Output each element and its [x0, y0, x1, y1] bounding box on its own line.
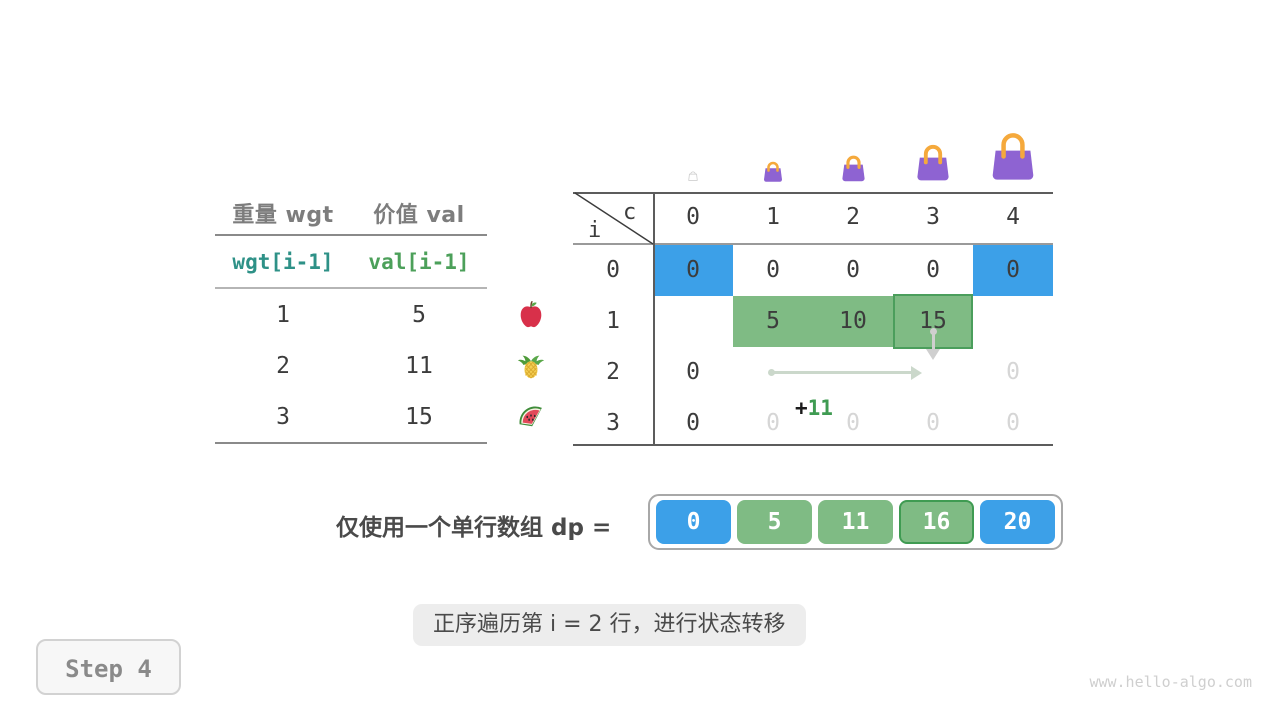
corner-label-c: c	[623, 200, 637, 225]
item-table-rule-bottom	[215, 442, 487, 444]
dp-row-label-1: 1	[606, 308, 620, 334]
dp-col-header-2: 2	[846, 204, 860, 230]
dp-table-rule-bottom	[573, 444, 1053, 446]
handbag-icon-cap-1	[733, 154, 813, 188]
item-wgt-3: 3	[276, 403, 290, 430]
item-table-header-row: 重量 wgt 价值 val	[215, 192, 487, 234]
dp-col-header-0: 0	[686, 204, 700, 230]
dp-row-label-2: 2	[606, 359, 620, 385]
dp-table-vertical-divider	[653, 192, 655, 444]
dp-cell-r3c1: 0	[766, 410, 780, 436]
item-table-subheader-row: wgt[i-1] val[i-1]	[215, 236, 487, 287]
transition-delta-label: +11	[795, 396, 833, 420]
dp-array-container: 0 5 11 16 20	[648, 494, 1063, 550]
item-table-subheader-wgt: wgt[i-1]	[232, 249, 334, 274]
dp-array-cell-0[interactable]: 0	[656, 500, 731, 544]
dp-array-cell-3[interactable]: 16	[899, 500, 974, 544]
corner-label-i: i	[588, 218, 602, 243]
watermark: www.hello-algo.com	[1089, 673, 1252, 691]
dp-cell-r3c3: 0	[926, 410, 940, 436]
corner-diagonal-line	[574, 192, 654, 245]
arrow-right-tail-dot	[768, 369, 775, 376]
item-table-rule-top	[215, 234, 487, 236]
item-weight-value-table: 重量 wgt 价值 val wgt[i-1] val[i-1] 1 5 2 11…	[215, 192, 487, 444]
handbag-icon-cap-0	[653, 166, 733, 188]
highlight-blue-cell-r1c0	[653, 245, 733, 296]
item-table-header-val: 价值 val	[373, 203, 465, 228]
arrow-down-tail-dot	[930, 328, 937, 335]
item-wgt-2: 2	[276, 352, 290, 379]
apple-icon	[508, 294, 554, 345]
dp-cell-r1c0: 0	[686, 308, 700, 334]
dp-row-label-3: 3	[606, 410, 620, 436]
dp-cell-r0c1: 0	[766, 257, 780, 283]
watermelon-icon	[508, 396, 554, 447]
dp-array-cell-4[interactable]: 20	[980, 500, 1055, 544]
dp-table-rule-header	[573, 243, 1053, 245]
dp-table-rule-top	[573, 192, 1053, 194]
highlight-blue-cell-r1c4	[973, 245, 1053, 296]
dp-matrix-table: c i 0 1 2 3 4 0 1 2 3 0 0 0 0 0 0 5 10 1…	[573, 192, 1053, 446]
item-table-header-wgt: 重量 wgt	[232, 203, 334, 228]
dp-cell-r3c2: 0	[846, 410, 860, 436]
dp-cell-r2c4: 0	[1006, 359, 1020, 385]
bag-capacity-icons	[653, 124, 1053, 188]
dp-array-label: 仅使用一个单行数组 dp =	[336, 515, 612, 541]
dp-col-header-3: 3	[926, 204, 940, 230]
dp-col-header-4: 4	[1006, 204, 1020, 230]
table-row: 3 15	[215, 391, 487, 442]
handbag-icon-cap-2	[813, 147, 893, 188]
arrow-right-head	[911, 366, 922, 380]
dp-cell-r2c0: 0	[686, 359, 700, 385]
step-badge: Step 4	[36, 639, 181, 695]
dp-col-header-1: 1	[766, 204, 780, 230]
delta-amount: 11	[807, 396, 833, 420]
table-row: 1 5	[215, 289, 487, 340]
item-val-1: 5	[412, 301, 426, 328]
handbag-icon	[758, 154, 788, 187]
dp-array-cell-1[interactable]: 5	[737, 500, 812, 544]
dp-cell-r3c0: 0	[686, 410, 700, 436]
dp-cell-r0c4: 0	[1006, 257, 1020, 283]
dp-cell-r1c4: 20	[999, 308, 1027, 334]
table-row: 2 11	[215, 340, 487, 391]
item-val-3: 15	[405, 403, 433, 430]
arrow-down-shaft	[932, 332, 935, 351]
item-wgt-1: 1	[276, 301, 290, 328]
handbag-icon	[835, 147, 872, 187]
arrow-right-shaft	[772, 371, 912, 374]
handbag-icon	[909, 136, 957, 187]
dp-cell-r1c2: 10	[839, 308, 867, 334]
pineapple-icon	[508, 345, 554, 396]
dp-cell-r3c4: 0	[1006, 410, 1020, 436]
dp-cell-r0c0: 0	[686, 257, 700, 283]
delta-sign: +	[795, 396, 808, 420]
item-val-2: 11	[405, 352, 433, 379]
dp-cell-r2c3: 16	[919, 359, 947, 385]
dp-cell-r1c1: 5	[766, 308, 780, 334]
fruit-icon-column	[508, 294, 554, 447]
handbag-icon-cap-4	[973, 126, 1053, 188]
handbag-icon-cap-3	[893, 136, 973, 188]
dp-cell-r0c2: 0	[846, 257, 860, 283]
handbag-icon	[684, 166, 702, 187]
dp-row-label-0: 0	[606, 257, 620, 283]
dp-cell-r0c3: 0	[926, 257, 940, 283]
item-table-rule-mid	[215, 287, 487, 289]
item-table-subheader-val: val[i-1]	[368, 249, 470, 274]
caption-text: 正序遍历第 i = 2 行，进行状态转移	[413, 604, 806, 646]
dp-array-cell-2[interactable]: 11	[818, 500, 893, 544]
handbag-icon	[984, 126, 1042, 187]
arrow-down-head	[926, 349, 940, 360]
